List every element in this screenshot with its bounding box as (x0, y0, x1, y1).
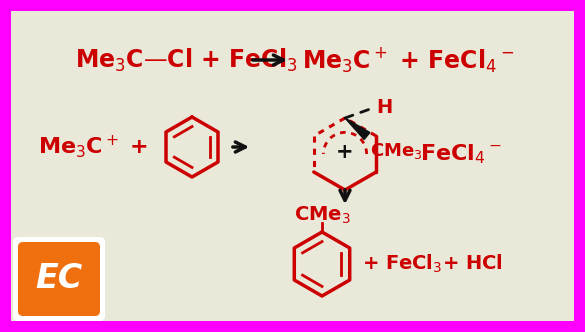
Text: Me$_3$C—Cl + FeCl$_3$: Me$_3$C—Cl + FeCl$_3$ (75, 46, 298, 74)
Text: + FeCl$_3$+ HCl: + FeCl$_3$+ HCl (362, 253, 503, 275)
Polygon shape (345, 118, 370, 139)
Text: EC: EC (35, 263, 82, 295)
Text: H: H (376, 98, 393, 117)
Text: CMe$_3$: CMe$_3$ (370, 141, 422, 161)
FancyBboxPatch shape (11, 11, 574, 321)
Text: Me$_3$C$^+$ +: Me$_3$C$^+$ + (38, 133, 148, 160)
Text: Me$_3$C$^+$ + FeCl$_4$$^-$: Me$_3$C$^+$ + FeCl$_4$$^-$ (302, 45, 514, 75)
FancyBboxPatch shape (13, 237, 105, 321)
Text: CMe$_3$: CMe$_3$ (294, 205, 350, 226)
FancyBboxPatch shape (18, 242, 100, 316)
Text: FeCl$_4$$^-$: FeCl$_4$$^-$ (420, 142, 501, 166)
Text: +: + (336, 142, 354, 162)
